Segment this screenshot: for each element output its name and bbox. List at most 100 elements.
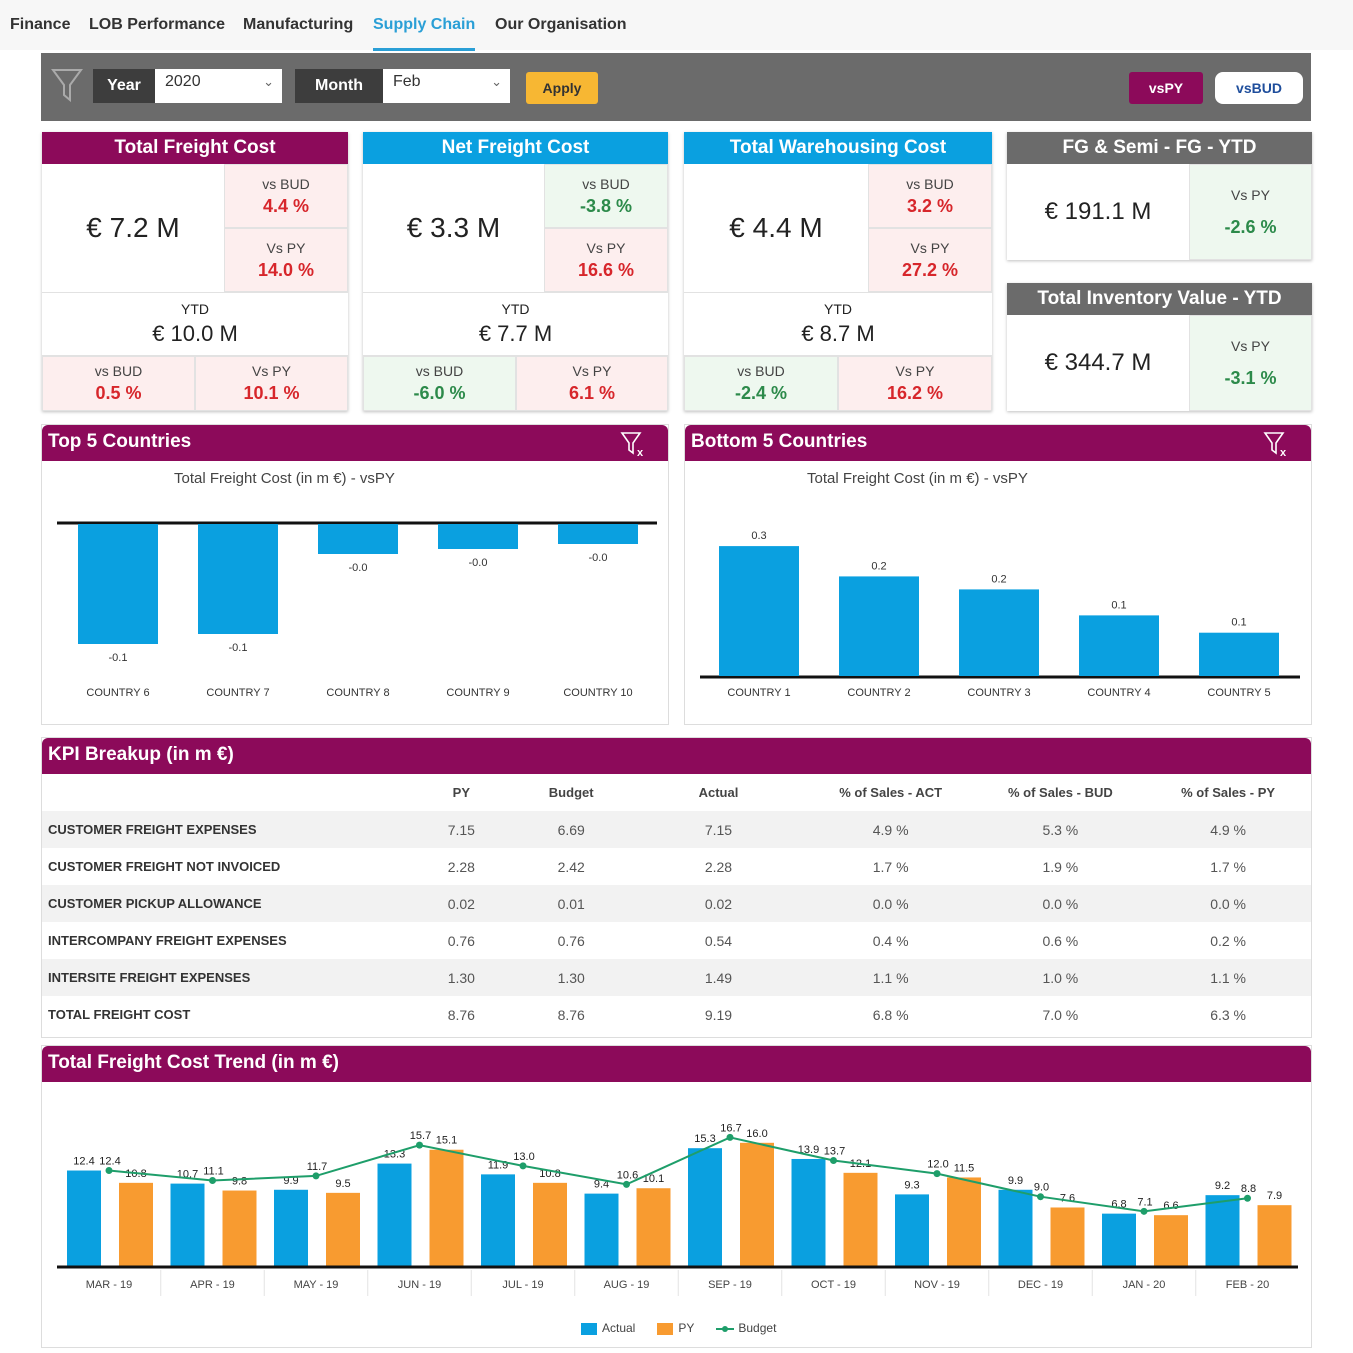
data-label: 0.2 [871,560,886,572]
category-label: COUNTRY 5 [1207,687,1270,699]
bar-actual [67,1170,101,1266]
cell-value: 0.6 % [1042,932,1079,949]
tab-our-organisation[interactable]: Our Organisation [495,16,627,33]
ytd-value: € 7.7 M [478,321,553,346]
data-label: 0.1 [1231,617,1246,629]
ytd-cell: YTD € 10.0 M [42,292,348,356]
data-label-budget: 16.7 [720,1122,741,1134]
card-value: € 4.4 M [729,212,823,243]
data-label-py: 15.1 [436,1135,457,1147]
vsbud-button[interactable]: vsBUD [1215,72,1303,104]
vs-py-label: Vs PY [1231,186,1270,203]
ytd-vs-py-cell-label: Vs PY [252,363,291,379]
top-5-chart: -0.1 COUNTRY 6 -0.1 COUNTRY 7 -0.0 COUNTRY 8 -… [57,521,657,699]
card-title: Total Warehousing Cost [684,132,992,164]
budget-point [312,1172,320,1180]
bar-actual [274,1189,308,1266]
clear-filter-icon[interactable]: x [1263,431,1289,457]
data-label-actual: 9.4 [594,1179,609,1191]
vs-py-label: Vs PY [1231,337,1270,354]
month-label: Month [295,69,383,103]
category-label: DEC - 19 [1018,1279,1063,1291]
month-select[interactable]: Feb ⌄ [383,69,510,103]
cell-value: 0.02 [447,895,475,912]
top-navigation: Finance LOB Performance Manufacturing Su… [0,0,1353,51]
data-label: 0.3 [751,530,766,542]
kpi-card: Total Freight Cost € 7.2 M vs BUD 4.4 % V… [42,132,348,411]
budget-point [1037,1193,1044,1201]
inventory-value-card: Total Inventory Value - YTD € 344.7 M Vs… [1007,283,1312,411]
bar-py [947,1177,981,1266]
tab-lob-performance[interactable]: LOB Performance [89,16,226,33]
year-select[interactable]: 2020 ⌄ [155,69,282,103]
table-row: INTERCOMPANY FREIGHT EXPENSES 0.76 0.76 0.5… [42,922,1311,959]
cell-value: 0.01 [557,895,585,912]
card-title: Total Freight Cost [42,132,348,164]
tab-finance[interactable]: Finance [10,16,71,33]
vs-py-cell: Vs PY -2.6 % [1189,164,1312,260]
row-label: CUSTOMER FREIGHT EXPENSES [48,822,257,837]
bar [719,546,799,676]
bar-py [1050,1207,1085,1266]
vs-bud-cell-label: vs BUD [262,175,310,192]
budget-line [108,1136,1248,1213]
bar-actual [481,1174,515,1266]
cell-value: 1.9 % [1042,858,1079,875]
chevron-down-icon: ⌄ [263,74,274,89]
bottom-5-chart: 0.3 COUNTRY 1 0.2 COUNTRY 2 0.2 COUNTRY 3 0.1 C… [700,530,1300,699]
ytd-vs-bud-cell-value: -2.4 % [734,383,788,403]
cell-value: 0.0 % [1210,895,1247,912]
kpi-table: PY Budget Actual % of Sales - ACT % of Sales… [42,774,1311,1033]
card-title: Total Inventory Value - YTD [1007,283,1312,315]
legend-swatch-budget [716,1325,735,1332]
ytd-vs-py-cell-label: Vs PY [572,363,612,379]
category-label: OCT - 19 [811,1279,856,1291]
data-label-budget: 8.8 [1241,1183,1256,1195]
table-row: CUSTOMER FREIGHT EXPENSES 7.15 6.69 7.15 4.9… [42,811,1311,848]
ytd-value: € 8.7 M [801,321,875,346]
data-label-actual: 9.2 [1215,1180,1230,1192]
vs-bud-cell-label: vs BUD [906,175,954,192]
apply-button[interactable]: Apply [526,72,598,104]
card-value: € 3.3 M [406,212,501,243]
card-value-cell: € 344.7 M [1007,315,1189,411]
column-header: Actual [698,785,739,800]
vs-py-cell-label: Vs PY [586,239,626,256]
vs-bud-cell-value: 3.2 % [906,195,954,216]
bar-actual [791,1158,826,1266]
vspy-button[interactable]: vsPY [1129,72,1203,104]
clear-filter-icon[interactable]: x [620,431,646,457]
bar-py [119,1182,153,1266]
ytd-vs-py-cell: Vs PY 10.1 % [195,356,348,411]
data-label-py: 16.0 [746,1128,767,1140]
budget-point [519,1162,527,1170]
month-value: Feb [393,73,421,90]
budget-point [416,1141,423,1149]
ytd-vs-py-cell: Vs PY 6.1 % [516,356,668,411]
table-row: INTERSITE FREIGHT EXPENSES 1.30 1.30 1.49 1.… [42,959,1311,996]
cell-value: 5.3 % [1042,821,1079,838]
row-label: CUSTOMER PICKUP ALLOWANCE [48,896,262,911]
ytd-cell: YTD € 7.7 M [363,292,668,356]
filter-icon[interactable] [51,67,83,103]
cell-value: 4.9 % [872,821,909,838]
panel-title: KPI Breakup (in m €) [42,738,1311,774]
budget-point [1140,1207,1148,1215]
category-label: SEP - 19 [708,1279,752,1291]
tab-supply-chain[interactable]: Supply Chain [373,16,476,51]
vs-py-cell-value: 14.0 % [257,259,315,280]
cell-value: 0.02 [704,895,733,912]
ytd-vs-py-cell-value: 6.1 % [568,383,616,403]
bar-actual [998,1189,1033,1266]
data-label: -0.1 [109,652,128,664]
legend-budget: Budget [716,1321,776,1335]
data-label-budget: 11.7 [307,1161,328,1173]
tab-manufacturing[interactable]: Manufacturing [243,16,354,33]
category-label: JUN - 19 [398,1279,441,1291]
panel-title-text: Top 5 Countries [48,431,192,452]
category-label: NOV - 19 [914,1279,960,1291]
bar-actual [1102,1213,1136,1266]
category-label: COUNTRY 3 [967,687,1030,699]
data-label: -0.0 [349,562,368,574]
top-5-countries-panel: Top 5 Countries x Total Freight Cost (in… [41,424,669,725]
